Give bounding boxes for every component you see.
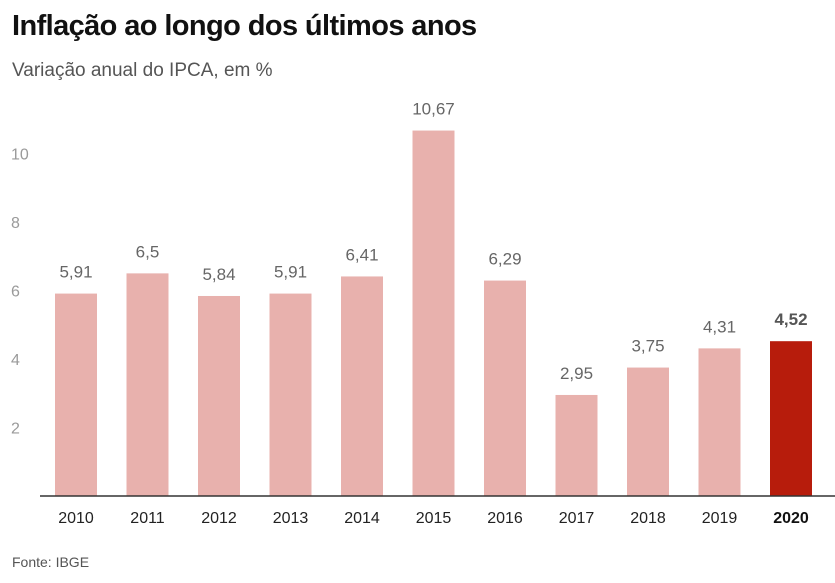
bar-2019: [698, 348, 741, 496]
data-label-2012: 5,84: [202, 265, 235, 284]
x-tick-label-2011: 2011: [130, 510, 165, 527]
data-label-2013: 5,91: [274, 263, 307, 282]
bar-2010: [55, 293, 97, 496]
x-tick-label-2020: 2020: [773, 510, 809, 527]
bar-2016: [484, 280, 526, 496]
data-label-2010: 5,91: [59, 263, 92, 282]
chart-subtitle: Variação anual do IPCA, em %: [12, 60, 273, 81]
data-label-2016: 6,29: [488, 250, 521, 269]
x-axis-ticks: 2010 2011 2012 2013 2014 2015 2016 2017 2018 2019…: [58, 510, 809, 527]
x-tick-label-2015: 2015: [416, 510, 452, 527]
bar-2020: [770, 341, 812, 496]
x-tick-label-2010: 2010: [58, 510, 94, 527]
value-labels-group: 5,91 6,5 5,84 5,91 6,41 10,67 6,29 2,95 3,75 4,31…: [59, 100, 807, 383]
y-tick-label: 2: [11, 421, 20, 438]
x-tick-label-2013: 2013: [273, 510, 309, 527]
data-label-2017: 2,95: [560, 364, 593, 383]
x-tick-label-2012: 2012: [201, 510, 237, 527]
source-note: Fonte: IBGE: [12, 554, 90, 570]
data-label-2014: 6,41: [345, 245, 378, 264]
y-tick-label: 4: [11, 352, 20, 369]
data-label-2011: 6,5: [136, 242, 160, 261]
y-axis-ticks: 2 4 6 8 10: [11, 147, 29, 438]
data-label-2018: 3,75: [631, 337, 664, 356]
y-tick-label: 6: [11, 284, 20, 301]
bars-group: [55, 130, 812, 497]
y-tick-label: 10: [11, 147, 29, 164]
data-label-2020: 4,52: [774, 310, 807, 329]
data-label-2019: 4,31: [703, 317, 736, 336]
data-label-2015: 10,67: [412, 100, 455, 119]
x-tick-label-2018: 2018: [630, 510, 666, 527]
x-tick-label-2019: 2019: [702, 510, 738, 527]
y-tick-label: 8: [11, 215, 20, 232]
bar-2011: [126, 273, 169, 496]
bar-2013: [269, 293, 312, 496]
x-tick-label-2014: 2014: [344, 510, 380, 527]
bar-2015: [412, 130, 455, 497]
bar-2012: [198, 295, 240, 496]
x-tick-label-2016: 2016: [487, 510, 523, 527]
bar-2014: [341, 276, 383, 496]
chart-title: Inflação ao longo dos últimos anos: [12, 10, 477, 42]
bar-2018: [627, 367, 669, 496]
x-tick-label-2017: 2017: [559, 510, 595, 527]
bar-2017: [555, 394, 598, 496]
